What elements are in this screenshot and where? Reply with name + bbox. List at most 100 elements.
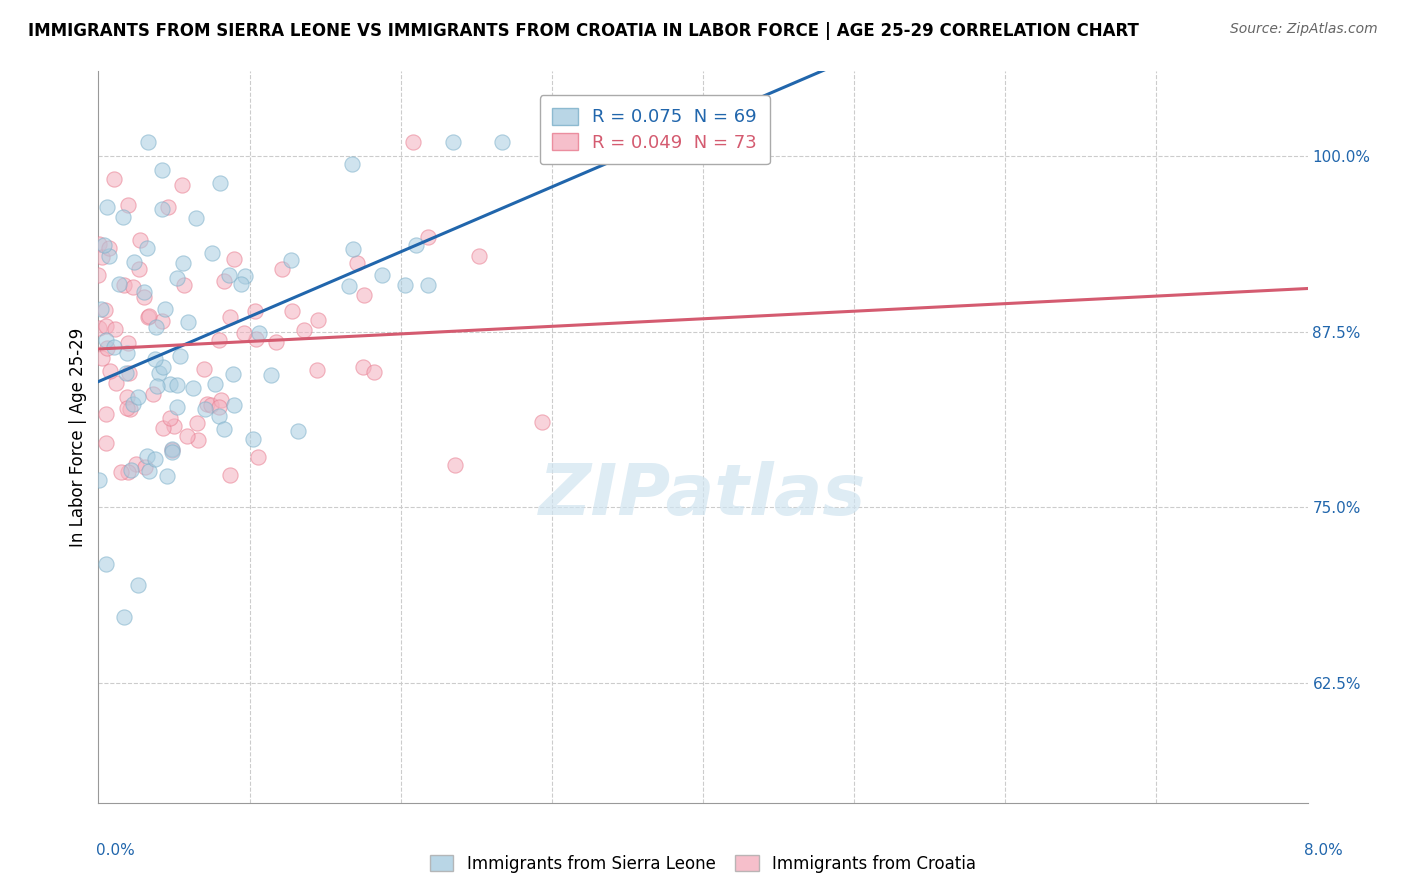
Point xyxy=(117,197,139,211)
Point xyxy=(121,397,143,411)
Point xyxy=(169,349,191,363)
Point xyxy=(177,315,200,329)
Point xyxy=(204,376,226,391)
Point xyxy=(405,238,427,252)
Point xyxy=(307,313,329,327)
Point xyxy=(124,255,146,269)
Point xyxy=(208,400,231,414)
Point xyxy=(160,442,183,456)
Point xyxy=(135,241,157,255)
Point xyxy=(208,176,231,190)
Point xyxy=(195,397,218,411)
Point xyxy=(117,335,139,350)
Point xyxy=(281,304,304,318)
Point xyxy=(245,332,267,346)
Point xyxy=(159,410,181,425)
Point xyxy=(416,229,439,244)
Point xyxy=(370,268,392,282)
Point xyxy=(184,211,207,226)
Point xyxy=(103,172,125,186)
Point xyxy=(287,424,309,438)
Point xyxy=(128,262,150,277)
Point xyxy=(337,278,360,293)
Point xyxy=(231,277,253,291)
Point xyxy=(363,365,385,379)
Point xyxy=(104,376,127,390)
Point xyxy=(143,352,166,367)
Point xyxy=(224,398,246,412)
Point xyxy=(146,378,169,392)
Point xyxy=(176,429,198,443)
Point xyxy=(353,288,375,302)
Point xyxy=(246,450,269,465)
Legend: R = 0.075  N = 69, R = 0.049  N = 73: R = 0.075 N = 69, R = 0.049 N = 73 xyxy=(540,95,769,164)
Point xyxy=(187,434,209,448)
Text: ZIPatlas: ZIPatlas xyxy=(540,461,866,530)
Point xyxy=(394,277,416,292)
Point xyxy=(218,268,240,282)
Point xyxy=(200,398,222,412)
Point xyxy=(96,200,118,214)
Point xyxy=(127,577,149,591)
Point xyxy=(118,401,141,416)
Text: Source: ZipAtlas.com: Source: ZipAtlas.com xyxy=(1230,22,1378,37)
Point xyxy=(142,387,165,401)
Point xyxy=(94,303,117,318)
Point xyxy=(444,458,467,473)
Point xyxy=(468,249,491,263)
Point xyxy=(208,333,231,347)
Point xyxy=(87,268,110,282)
Point xyxy=(271,261,294,276)
Point xyxy=(97,249,120,263)
Point xyxy=(138,464,160,478)
Point xyxy=(129,233,152,247)
Point xyxy=(104,322,127,336)
Point xyxy=(280,253,302,268)
Point xyxy=(90,250,112,264)
Point xyxy=(89,236,111,251)
Point xyxy=(201,246,224,260)
Point xyxy=(232,326,254,340)
Y-axis label: In Labor Force | Age 25-29: In Labor Force | Age 25-29 xyxy=(69,327,87,547)
Point xyxy=(145,320,167,334)
Point xyxy=(212,274,235,288)
Point xyxy=(340,156,363,170)
Point xyxy=(115,401,138,416)
Point xyxy=(260,368,283,383)
Point xyxy=(134,285,156,300)
Point xyxy=(98,364,121,378)
Point xyxy=(352,359,374,374)
Point xyxy=(222,367,245,381)
Point xyxy=(103,340,125,354)
Point xyxy=(193,362,215,376)
Point xyxy=(247,326,270,340)
Point xyxy=(90,302,112,317)
Point xyxy=(150,202,173,217)
Point xyxy=(132,290,155,304)
Point xyxy=(89,321,111,335)
Point xyxy=(108,277,131,291)
Point xyxy=(163,419,186,434)
Point xyxy=(143,452,166,467)
Point xyxy=(208,409,231,424)
Point xyxy=(94,557,117,571)
Point xyxy=(183,381,205,395)
Point xyxy=(173,277,195,292)
Point xyxy=(219,310,242,324)
Point xyxy=(150,162,173,177)
Text: 0.0%: 0.0% xyxy=(96,843,135,858)
Point xyxy=(222,252,245,266)
Point xyxy=(153,302,176,317)
Point xyxy=(152,421,174,435)
Point xyxy=(96,407,118,421)
Point xyxy=(531,415,554,429)
Point xyxy=(121,280,143,294)
Point xyxy=(209,393,232,408)
Point xyxy=(160,444,183,458)
Point xyxy=(115,345,138,359)
Point xyxy=(125,457,148,471)
Point xyxy=(346,256,368,270)
Point xyxy=(136,449,159,463)
Point xyxy=(156,200,179,214)
Point xyxy=(156,469,179,483)
